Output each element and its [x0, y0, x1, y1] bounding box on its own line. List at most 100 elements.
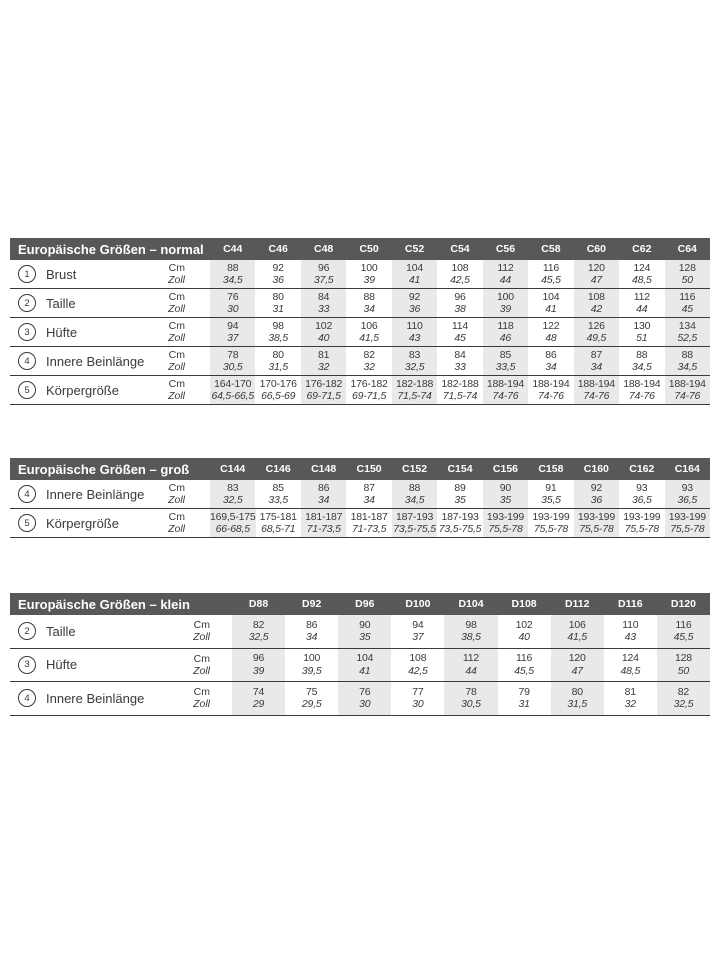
zoll-value: 36,5: [631, 494, 652, 506]
column-header: D88: [248, 598, 269, 610]
row-label-group: 4 Innere Beinlänge: [10, 352, 160, 370]
zoll-value: 47: [571, 664, 583, 677]
cm-value: 96: [454, 290, 466, 303]
row-number-badge: 1: [18, 265, 36, 283]
value-cell: 187-193 73,5-75,5: [437, 509, 482, 537]
value-cell: 116 45: [664, 289, 710, 317]
value-cells: 74 29 75 29,5 76 30 77 30 78 30,5 79 31 80 31,5 81 32 82…: [232, 682, 710, 715]
value-cell: 112 44: [619, 289, 664, 317]
cm-value: 90: [359, 618, 371, 631]
zoll-value: 71,5-74: [397, 390, 432, 402]
zoll-value: 30: [359, 698, 371, 711]
value-cell: 170-176 66,5-69: [255, 376, 300, 404]
value-cell: 120 47: [550, 648, 604, 681]
value-cell: 112 44: [482, 260, 529, 288]
zoll-value: 43: [624, 631, 636, 644]
row-label-group: 4 Innere Beinlänge: [10, 485, 160, 503]
cm-value: 78: [465, 685, 477, 698]
cm-value: 94: [227, 319, 239, 332]
cm-value: 98: [272, 319, 284, 332]
value-cell: 108 42,5: [391, 649, 444, 682]
unit-label-cm: Cm: [193, 619, 210, 632]
cm-value: 89: [454, 481, 466, 494]
cm-value: 124: [621, 652, 639, 665]
zoll-value: 44: [499, 274, 512, 286]
column-header: C62: [632, 243, 652, 255]
cm-value: 126: [587, 319, 605, 332]
cm-value: 88: [636, 348, 648, 361]
cm-value: 90: [499, 481, 512, 494]
column-header: D96: [355, 598, 375, 610]
cm-value: 102: [315, 319, 333, 332]
zoll-value: 64,5-66,5: [211, 390, 255, 402]
cm-value: 76: [359, 685, 371, 698]
zoll-value: 75,5-78: [579, 523, 614, 535]
cm-value: 88: [408, 481, 421, 494]
row-label-group: 3 Hüfte: [10, 323, 160, 341]
cm-value: 84: [454, 348, 466, 361]
cm-value: 112: [633, 290, 650, 303]
zoll-value: 38: [454, 303, 466, 315]
column-header: C50: [359, 243, 379, 255]
value-cell: 96 37,5: [300, 260, 347, 288]
value-cell: 82 32: [346, 347, 391, 375]
value-cell: 85 33,5: [482, 347, 529, 375]
value-cell: 104 41: [391, 260, 438, 288]
zoll-value: 32,5: [404, 361, 425, 373]
unit-label-cm: Cm: [168, 378, 185, 390]
cm-value: 164-170: [214, 377, 252, 390]
cm-value: 80: [272, 290, 284, 303]
zoll-value: 47: [590, 274, 602, 286]
row-label: Taille: [46, 295, 76, 311]
unit-label-cm: Cm: [168, 482, 185, 494]
zoll-value: 32,5: [222, 494, 243, 506]
value-cells: 94 37 98 38,5 102 40 106 41,5 110 43 114 45 118 46 122…: [210, 318, 710, 346]
zoll-value: 36: [272, 274, 284, 286]
cm-value: 104: [406, 261, 423, 274]
cm-value: 182-188: [441, 377, 479, 390]
zoll-value: 66,5-69: [261, 390, 296, 402]
zoll-value: 32: [317, 361, 330, 373]
value-cell: 193-199 75,5-78: [528, 509, 573, 537]
unit-label-zoll: Zoll: [168, 390, 185, 402]
zoll-value: 73,5-75,5: [438, 523, 482, 535]
zoll-value: 74-76: [583, 390, 610, 402]
value-cell: 75 29,5: [285, 682, 338, 715]
row-label-group: 3 Hüfte: [10, 655, 160, 674]
cm-value: 188-194: [668, 377, 706, 390]
unit-label-zoll: Zoll: [193, 698, 210, 711]
zoll-value: 32,5: [673, 698, 694, 711]
value-cell: 88 34,5: [391, 480, 438, 508]
unit-labels: Cm Zoll: [160, 511, 210, 535]
value-cells: 88 34,5 92 36 96 37,5 100 39 104 41 108 42,5 112 44 11…: [210, 260, 710, 288]
unit-label-zoll: Zoll: [168, 361, 185, 373]
unit-labels: Cm Zoll: [160, 349, 210, 373]
column-header: C58: [541, 243, 561, 255]
row-number-badge: 4: [18, 485, 36, 503]
zoll-value: 35: [499, 494, 512, 506]
column-header: C52: [404, 243, 425, 255]
value-cell: 128 50: [656, 648, 710, 681]
value-cells: 76 30 80 31 84 33 88 34 92 36 96 38 100 39 104 41 108 42 1…: [210, 289, 710, 317]
table-row: 2 Taille Cm Zoll 82 32,5 86 34 90 35 94 37 98 38,5 102…: [10, 615, 710, 649]
value-cell: 188-194 74-76: [528, 376, 573, 404]
unit-label-cm: Cm: [168, 349, 185, 361]
value-cell: 108 42: [573, 289, 620, 317]
value-cell: 89 35: [437, 480, 482, 508]
value-cell: 122 48: [528, 318, 573, 346]
zoll-value: 34,5: [677, 361, 698, 373]
zoll-value: 29: [252, 698, 265, 711]
column-header: C156: [492, 463, 518, 475]
value-cell: 193-199 75,5-78: [664, 509, 711, 537]
unit-labels: Cm Zoll: [160, 619, 232, 643]
value-cell: 82 32,5: [232, 615, 286, 648]
zoll-value: 75,5-78: [624, 523, 659, 535]
value-cell: 164-170 64,5-66,5: [210, 376, 256, 404]
column-header: C60: [586, 243, 606, 255]
cm-value: 100: [496, 290, 514, 303]
column-header: D108: [511, 598, 537, 610]
zoll-value: 30,5: [461, 698, 481, 711]
table-row: 1 Brust Cm Zoll 88 34,5 92 36 96 37,5 100 39 104 41 10…: [10, 260, 710, 289]
value-cell: 187-193 73,5-75,5: [391, 509, 438, 537]
value-cell: 88 34: [346, 289, 391, 317]
